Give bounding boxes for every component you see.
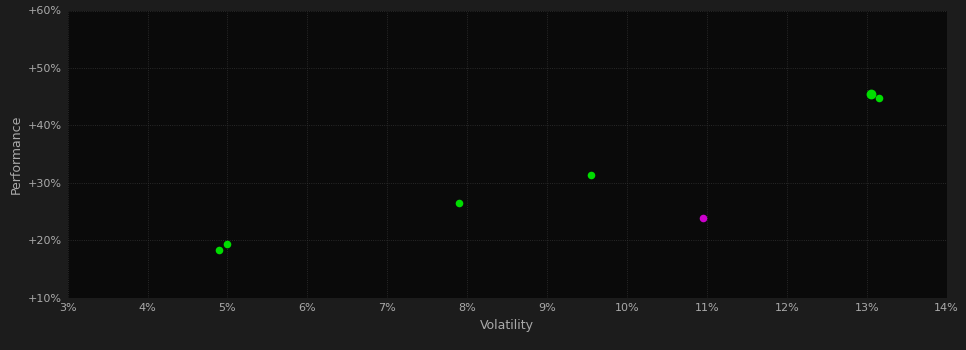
- Point: [212, 247, 227, 253]
- Y-axis label: Performance: Performance: [10, 114, 22, 194]
- X-axis label: Volatility: Volatility: [480, 318, 534, 331]
- Point: [863, 91, 878, 97]
- Point: [583, 173, 599, 178]
- Point: [696, 216, 711, 221]
- Point: [219, 241, 235, 247]
- Point: [451, 200, 467, 205]
- Point: [871, 96, 887, 101]
